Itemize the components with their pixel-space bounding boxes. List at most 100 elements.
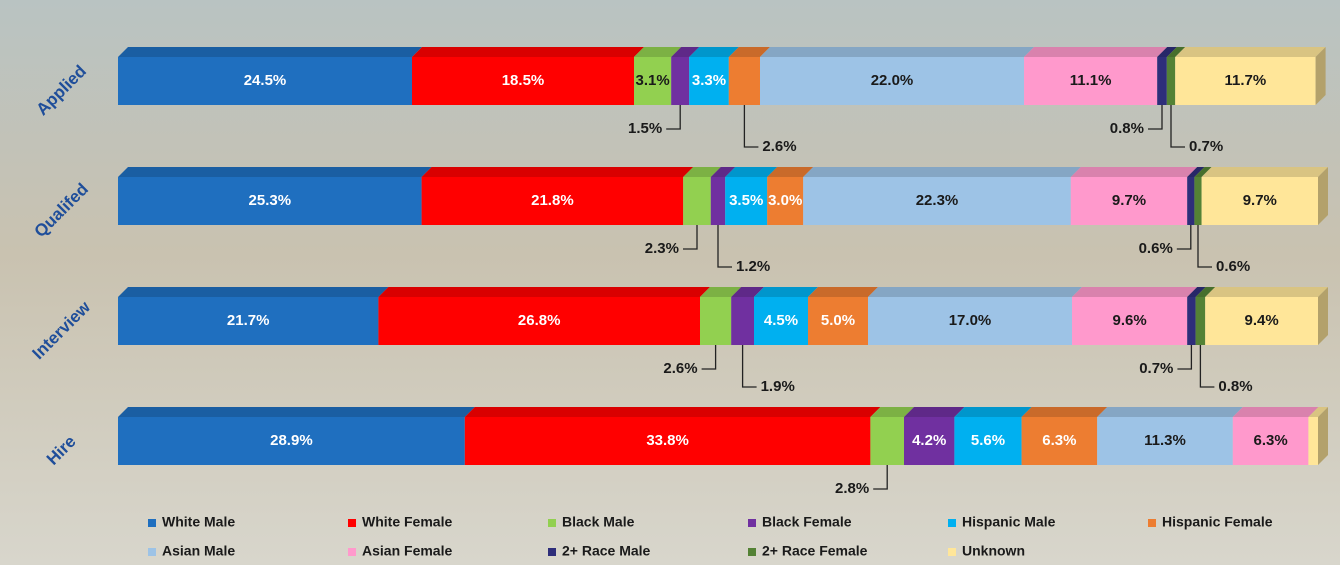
data-label: 5.6% (971, 432, 1005, 449)
data-label: 11.3% (1144, 432, 1186, 449)
bar-top (760, 47, 1034, 57)
bar-top (118, 287, 388, 297)
legend-label: Black Male (562, 514, 635, 530)
bar-front (700, 297, 731, 345)
data-label: 2.3% (645, 240, 679, 257)
bar-front (1194, 177, 1201, 225)
legend-swatch (348, 548, 356, 556)
data-label: 3.5% (729, 192, 763, 209)
bar-front (683, 177, 711, 225)
data-label: 3.1% (635, 72, 669, 89)
legend-label: 2+ Race Male (562, 543, 651, 559)
data-label: 0.6% (1216, 258, 1250, 275)
bar-top (1202, 167, 1328, 177)
data-label: 4.2% (912, 432, 946, 449)
bar-top (954, 407, 1031, 417)
bar-front (671, 57, 689, 105)
data-label: 22.3% (916, 192, 959, 209)
legend-label: Hispanic Female (1162, 514, 1273, 530)
bar-top (118, 47, 422, 57)
data-label: 1.5% (628, 120, 662, 137)
data-label: 4.5% (764, 312, 798, 329)
bar-top (118, 407, 475, 417)
data-label: 0.8% (1110, 120, 1144, 137)
data-label: 18.5% (502, 72, 545, 89)
bar-front (1187, 177, 1194, 225)
bar-end (1318, 167, 1328, 225)
chart: Applied24.5%18.5%3.1%1.5%3.3%2.6%22.0%11… (0, 0, 1340, 565)
bar-top (1072, 287, 1197, 297)
bar-front (731, 297, 754, 345)
data-label: 21.7% (227, 312, 270, 329)
bar-front (1157, 57, 1167, 105)
data-label: 2.8% (835, 480, 869, 497)
legend-swatch (548, 548, 556, 556)
legend-label: Hispanic Male (962, 514, 1056, 530)
bar-top (1022, 407, 1108, 417)
bar-front (711, 177, 725, 225)
legend-swatch (148, 548, 156, 556)
data-label: 17.0% (949, 312, 992, 329)
data-label: 25.3% (249, 192, 292, 209)
bar-top (904, 407, 964, 417)
bar-front (870, 417, 904, 465)
data-label: 28.9% (270, 432, 313, 449)
legend-label: Asian Female (362, 543, 452, 559)
data-label: 6.3% (1253, 432, 1287, 449)
legend-swatch (1148, 519, 1156, 527)
bar-top (868, 287, 1082, 297)
bar-top (1071, 167, 1197, 177)
data-label: 22.0% (871, 72, 914, 89)
data-label: 6.3% (1042, 432, 1076, 449)
legend-swatch (148, 519, 156, 527)
data-label: 11.1% (1070, 72, 1112, 89)
data-label: 0.6% (1139, 240, 1173, 257)
legend-swatch (948, 519, 956, 527)
data-label: 1.2% (736, 258, 770, 275)
legend-swatch (348, 519, 356, 527)
legend-label: Asian Male (162, 543, 235, 559)
data-label: 26.8% (518, 312, 561, 329)
data-label: 9.6% (1112, 312, 1146, 329)
legend-swatch (748, 548, 756, 556)
bar-top (803, 167, 1081, 177)
bar-top (1024, 47, 1167, 57)
bar-top (118, 167, 432, 177)
bar-top (1097, 407, 1243, 417)
bar-top (378, 287, 710, 297)
legend-label: White Female (362, 514, 452, 530)
legend-label: Black Female (762, 514, 852, 530)
legend-swatch (948, 548, 956, 556)
data-label: 0.8% (1218, 378, 1252, 395)
bar-top (1175, 47, 1325, 57)
bar-top (422, 167, 694, 177)
bar-end (1318, 407, 1328, 465)
legend-swatch (548, 519, 556, 527)
data-label: 11.7% (1225, 72, 1267, 89)
data-label: 33.8% (646, 432, 689, 449)
data-label: 24.5% (244, 72, 287, 89)
data-label: 21.8% (531, 192, 574, 209)
data-label: 9.7% (1112, 192, 1146, 209)
legend-swatch (748, 519, 756, 527)
data-label: 2.6% (762, 138, 796, 155)
bar-front (1308, 417, 1318, 465)
bar-top (754, 287, 818, 297)
data-label: 9.7% (1243, 192, 1277, 209)
bar-top (1233, 407, 1319, 417)
bar-top (1205, 287, 1328, 297)
bar-top (465, 407, 881, 417)
data-label: 3.0% (768, 192, 802, 209)
legend-label: Unknown (962, 543, 1025, 559)
data-label: 3.3% (692, 72, 726, 89)
data-label: 0.7% (1189, 138, 1223, 155)
data-label: 2.6% (663, 360, 697, 377)
data-label: 9.4% (1244, 312, 1278, 329)
bar-end (1316, 47, 1326, 105)
bar-front (1187, 297, 1195, 345)
bar-top (412, 47, 644, 57)
data-label: 1.9% (761, 378, 795, 395)
bar-end (1318, 287, 1328, 345)
legend-label: 2+ Race Female (762, 543, 868, 559)
legend-label: White Male (162, 514, 235, 530)
